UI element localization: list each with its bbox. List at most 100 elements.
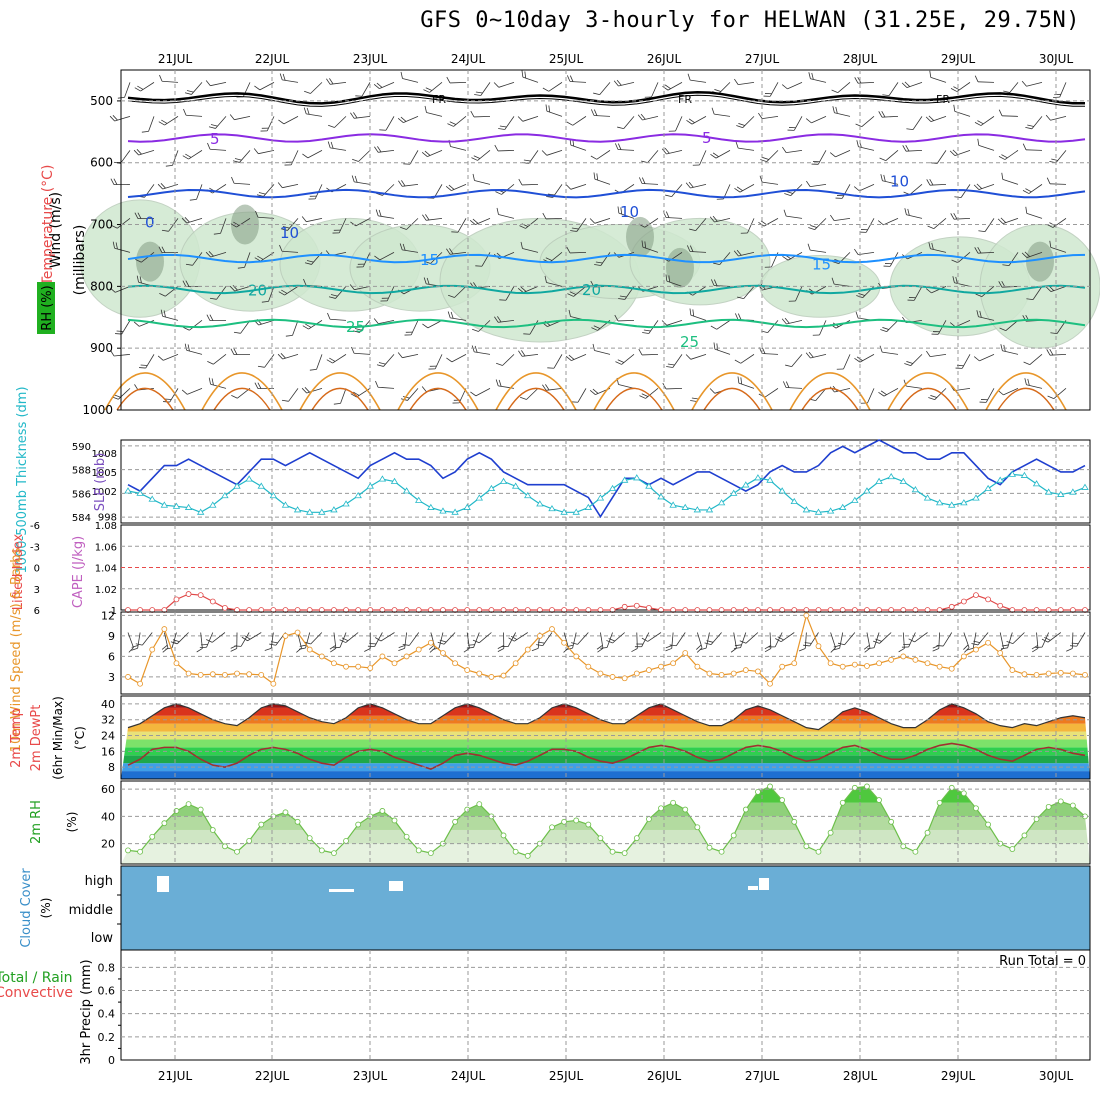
data-point [827,660,834,667]
isotherm-30 [299,372,381,411]
barb-flag [618,298,625,300]
data-point [682,806,689,813]
barb-flag [998,155,1006,160]
data-point [682,650,689,656]
barb-shaft [498,214,515,219]
wind-barb [737,286,755,300]
wind-barb [661,147,683,155]
barb-shaft [810,249,827,253]
rh-shade-dark [626,216,654,257]
barb-shaft [690,314,707,321]
wind-barb [686,116,707,125]
barb-flag [400,226,407,230]
ytick-label-left: -6 [30,521,40,532]
barb-flag [830,647,836,653]
barb-shaft [906,214,923,219]
wind-barb [692,150,707,166]
barb-flag [158,246,163,253]
barb-flag [280,228,288,231]
barb-flag [998,109,1003,116]
barb-shaft [457,218,467,233]
barb-flag [137,212,142,219]
wind-barb [494,316,515,323]
wind-barb [207,354,227,365]
barb-flag [1026,298,1034,301]
data-point [222,604,228,611]
barb-flag [189,199,197,201]
wind-barb-10m [600,632,613,649]
barb-shaft [137,632,141,649]
wind-barb [520,388,539,400]
wind-barb [207,142,227,151]
wind-barb [589,217,611,224]
data-point [1032,480,1041,487]
wind-barb [182,150,203,160]
data-point [403,833,410,840]
barb-shaft [594,217,611,224]
barb-flag [1066,648,1073,652]
data-point [452,818,458,825]
wind-barb [404,320,419,336]
barb-flag [860,229,868,231]
data-point [318,508,326,515]
wind-barb [974,116,995,126]
barb-shaft [142,632,153,646]
barb-flag [326,359,333,364]
wind-barb [403,150,419,165]
barb-shaft [138,387,155,391]
barb-flag [495,379,499,386]
barb-flag [400,71,403,79]
wind-barb [332,218,347,234]
barb-shaft [473,115,491,118]
barb-shaft [358,150,371,162]
data-point [960,653,967,660]
barb-shaft [774,632,783,648]
barb-flag [451,231,459,233]
wind-barb [159,74,179,83]
data-point [669,501,677,508]
barb-flag [253,148,259,154]
data-point [839,663,846,670]
barb-flag [687,73,691,81]
ytick-label: 9 [108,630,115,643]
barb-flag [927,225,934,230]
barb-flag [285,335,293,337]
barb-shaft [138,149,155,156]
barb-flag [234,645,242,647]
wind-barb [157,353,179,361]
barb-shaft [162,183,179,190]
barb-shaft [220,218,227,234]
wind-barb [498,116,515,130]
data-point [1057,798,1064,805]
wind-barb [254,382,275,390]
barb-flag [523,159,531,162]
barb-flag [880,390,887,395]
wind-barb [974,247,995,254]
barb-flag [309,195,317,197]
barb-flag [592,388,599,394]
data-point [899,477,907,484]
barb-flag [496,207,499,215]
wind-barb [950,213,971,220]
date-label-top: 26JUL [647,52,682,66]
data-point [561,639,568,646]
wind-barb [687,73,707,83]
barb-flag [661,148,667,155]
wind-barb [901,81,923,88]
data-point [718,671,725,678]
barb-flag [181,389,188,395]
wind-barb [375,380,395,389]
barb-flag [425,214,430,221]
date-label-bottom: 22JUL [255,1069,290,1083]
barb-flag [350,112,355,119]
wind-barb [877,217,899,226]
barb-shaft [1032,286,1043,300]
barb-flag [785,364,792,368]
barb-shaft [1025,149,1043,151]
data-point [718,848,725,855]
barb-flag [537,641,545,644]
isotherm-30 [593,372,675,411]
data-point [645,482,653,489]
barb-flag [448,184,455,190]
barb-flag [566,246,571,254]
